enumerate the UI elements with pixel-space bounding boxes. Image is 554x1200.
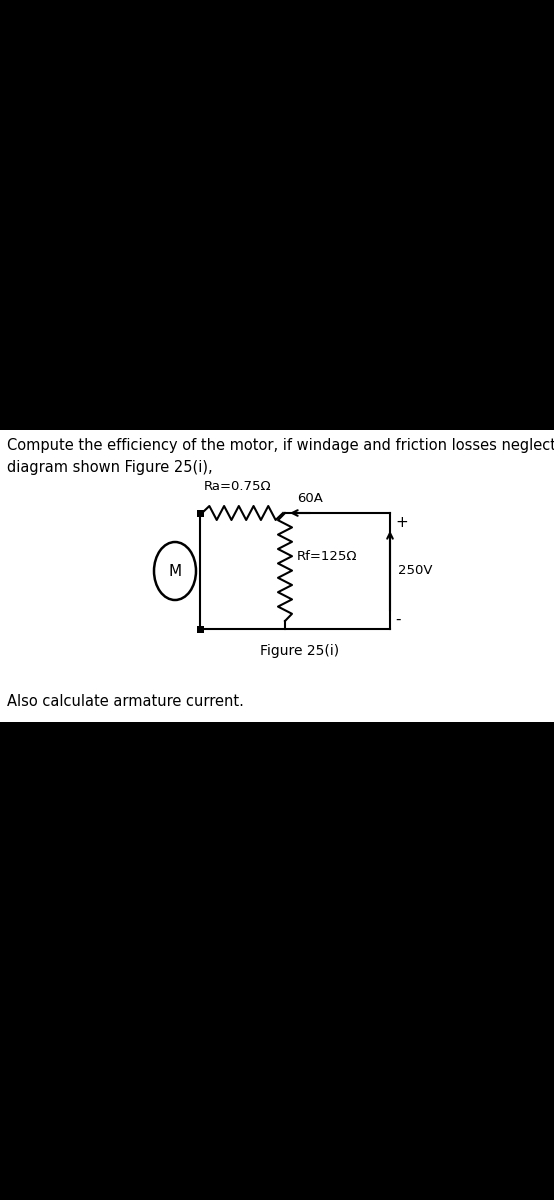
Text: Rf=125Ω: Rf=125Ω — [297, 551, 357, 564]
Bar — [0, 430, 554, 722]
Text: Ra=0.75Ω: Ra=0.75Ω — [204, 480, 271, 493]
Text: M: M — [168, 564, 182, 578]
Text: -: - — [395, 612, 401, 626]
Text: Compute the efficiency of the motor, if windage and friction losses neglected, f: Compute the efficiency of the motor, if … — [7, 438, 554, 452]
Text: +: + — [395, 515, 408, 530]
Bar — [197, 510, 203, 516]
Text: 250V: 250V — [398, 564, 433, 577]
Text: Also calculate armature current.: Also calculate armature current. — [7, 694, 244, 709]
Text: 60A: 60A — [297, 492, 323, 505]
Bar — [197, 625, 203, 632]
Text: diagram shown Figure 25(i),: diagram shown Figure 25(i), — [7, 460, 213, 475]
Text: Figure 25(i): Figure 25(i) — [260, 644, 340, 658]
Ellipse shape — [154, 542, 196, 600]
